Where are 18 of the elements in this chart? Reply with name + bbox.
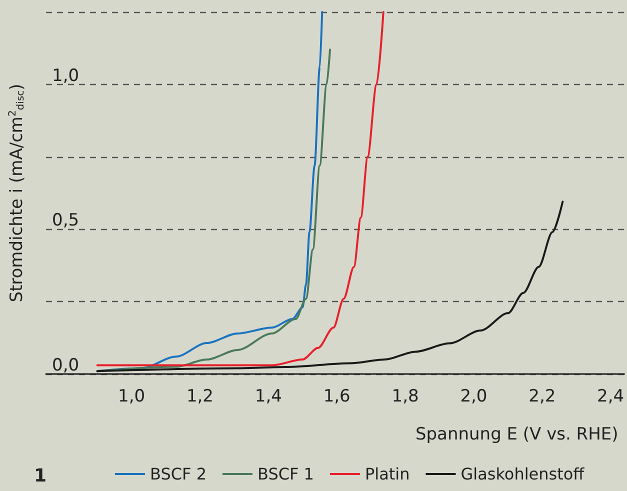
y-tick-label: 0,0 xyxy=(52,356,80,376)
x-tick-label: 1,8 xyxy=(392,386,419,406)
x-tick-label: 2,2 xyxy=(528,386,556,406)
y-axis-title: Stromdichte i (mA/cm2disc) xyxy=(7,84,27,302)
legend-label: Platin xyxy=(364,464,410,484)
x-tick-label: 1,2 xyxy=(186,386,214,406)
x-axis-title: Spannung E (V vs. RHE) xyxy=(415,424,618,444)
text: 1 xyxy=(34,466,47,486)
x-tick-label: 2,4 xyxy=(597,386,624,406)
y-tick-label: 0,5 xyxy=(52,210,80,231)
legend-label: BSCF 1 xyxy=(257,464,314,484)
x-tick-label: 1,4 xyxy=(254,386,282,406)
x-tick-label: 2,0 xyxy=(460,386,488,406)
x-tick-label: 1,0 xyxy=(118,386,146,406)
x-tick-label: 1,6 xyxy=(323,386,350,406)
legend-label: BSCF 2 xyxy=(150,464,206,484)
legend-label: Glaskohlenstoff xyxy=(460,464,586,484)
y-tick-label: 1,0 xyxy=(52,66,80,86)
